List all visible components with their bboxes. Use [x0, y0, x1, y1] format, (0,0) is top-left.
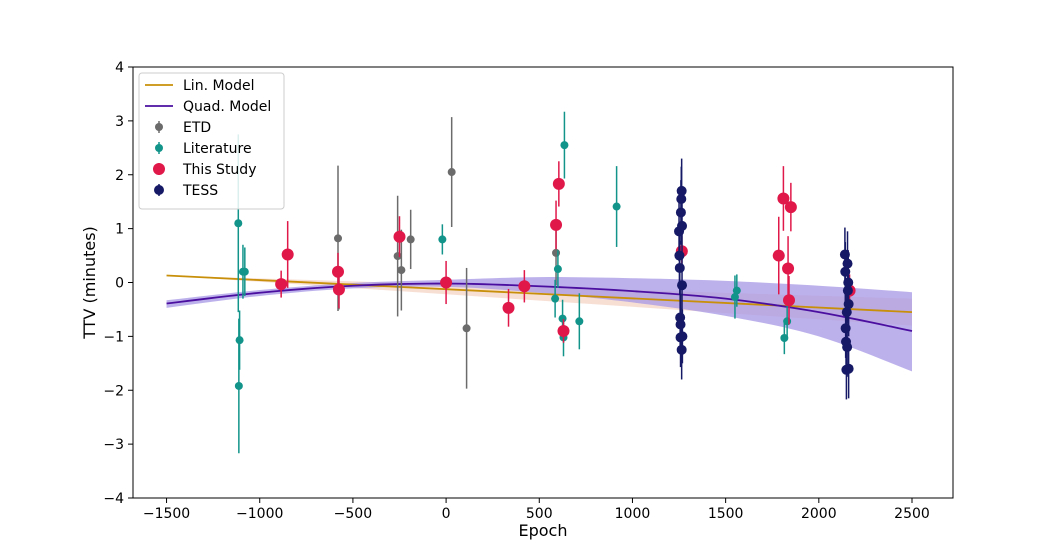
data-point [550, 218, 563, 231]
data-point [780, 333, 789, 342]
data-point [783, 317, 792, 326]
y-tick-label: −1 [103, 329, 124, 345]
data-point [732, 286, 741, 295]
x-tick-label: 1500 [708, 506, 744, 522]
x-tick-label: 2000 [801, 506, 837, 522]
x-tick-label: −1500 [143, 506, 190, 522]
data-point [552, 248, 561, 257]
x-tick-label: 500 [526, 506, 553, 522]
model-band-quadratic [166, 277, 912, 372]
data-point [281, 248, 294, 261]
x-axis-label: Epoch [519, 521, 568, 540]
legend-entry: This Study [153, 162, 256, 178]
data-point [772, 249, 785, 262]
legend-label: This Study [182, 162, 256, 178]
data-point [502, 301, 515, 314]
x-axis: −1500 −1000 −500 0 500 1000 1500 2000 2500 [143, 498, 930, 522]
data-point [234, 381, 243, 390]
x-tick-label: −1000 [236, 506, 283, 522]
data-point [557, 324, 570, 337]
data-point [334, 234, 342, 243]
data-point [462, 324, 471, 333]
data-point [783, 294, 795, 307]
data-point [560, 141, 569, 150]
legend-entry: TESS [154, 183, 218, 199]
data-point [677, 331, 688, 342]
legend-swatch [153, 163, 165, 175]
data-point [552, 177, 565, 190]
data-point [612, 202, 621, 211]
data-point [393, 252, 402, 261]
data-point [553, 265, 562, 274]
data-point [397, 266, 406, 275]
data-point [406, 235, 415, 244]
data-point [782, 262, 795, 275]
legend-entry: Quad. Model [145, 99, 271, 115]
data-point [240, 267, 249, 276]
data-point [558, 314, 567, 323]
data-point [447, 168, 456, 177]
data-point [676, 185, 687, 196]
y-tick-label: 1 [115, 222, 124, 238]
legend-swatch [154, 185, 164, 195]
legend: Lin. Model Quad. Model ETD Literature This S… [138, 72, 285, 210]
x-tick-label: −500 [334, 506, 372, 522]
data-point [784, 201, 797, 214]
data-point [518, 280, 531, 293]
data-point [275, 278, 288, 291]
y-tick-label: 2 [115, 168, 124, 184]
y-axis: −4 −3 −2 −1 0 1 2 3 4 [103, 60, 133, 507]
data-point [551, 294, 560, 303]
data-point [393, 230, 406, 243]
data-point [575, 317, 584, 326]
legend-label: Lin. Model [183, 78, 255, 94]
y-axis-label: TTV (minutes) [80, 226, 99, 340]
data-point [440, 276, 453, 289]
series-this-study [275, 161, 856, 343]
data-point [438, 235, 447, 244]
y-tick-label: 4 [115, 60, 124, 76]
x-tick-label: 2500 [894, 506, 930, 522]
data-point [777, 192, 790, 205]
legend-entry: Lin. Model [145, 78, 255, 94]
legend-entry: Literature [155, 141, 252, 157]
data-point [842, 342, 853, 353]
data-point [677, 220, 688, 231]
legend-box [138, 72, 285, 210]
data-point [332, 265, 344, 278]
y-tick-label: 3 [115, 114, 124, 130]
data-point [332, 283, 345, 296]
series-tess [674, 158, 854, 400]
data-point [843, 299, 854, 310]
data-point [234, 219, 243, 228]
legend-label: Literature [183, 141, 252, 157]
data-point [677, 280, 688, 291]
legend-label: Quad. Model [183, 99, 271, 115]
y-tick-label: −3 [103, 437, 124, 453]
y-tick-label: −4 [103, 491, 124, 507]
legend-label: ETD [183, 120, 211, 136]
legend-swatch [155, 144, 163, 152]
legend-label: TESS [182, 183, 218, 199]
data-point [674, 262, 685, 273]
series-etd [334, 117, 561, 389]
y-tick-label: −2 [103, 383, 124, 399]
x-tick-label: 0 [442, 506, 451, 522]
data-point [843, 363, 854, 374]
x-tick-label: 1000 [615, 506, 651, 522]
legend-entry: ETD [155, 120, 211, 136]
y-tick-label: 0 [115, 276, 124, 292]
legend-swatch [155, 123, 163, 131]
model-bands [166, 275, 912, 372]
